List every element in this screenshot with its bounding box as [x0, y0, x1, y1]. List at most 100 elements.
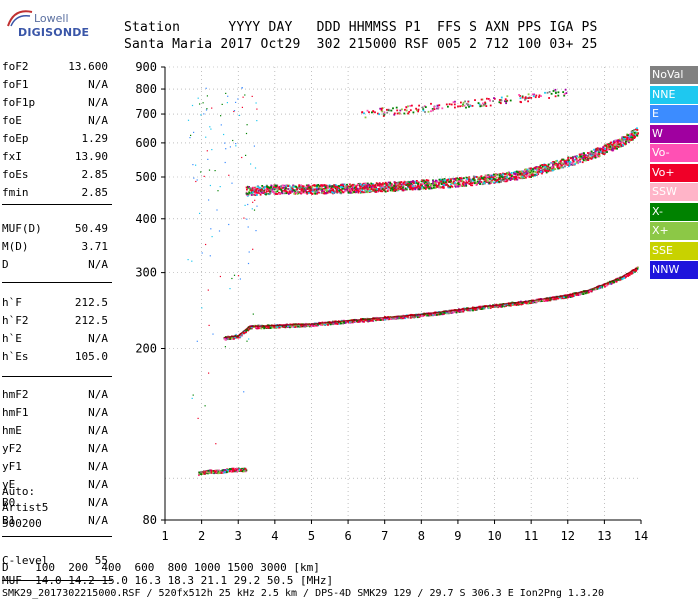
echo-dot [490, 174, 493, 177]
echo-dot [257, 327, 260, 330]
echo-dot [498, 101, 501, 104]
y-tick-label: 800 [135, 82, 157, 96]
echo-dot [442, 187, 445, 189]
echo-dot [601, 285, 604, 287]
spread-echo-dot [252, 248, 254, 250]
spread-echo-dot [206, 150, 208, 152]
echo-dot [598, 155, 601, 157]
echo-dot [503, 177, 506, 180]
echo-dot [519, 302, 522, 305]
echo-dot [590, 158, 593, 160]
echo-dot [321, 191, 324, 194]
spread-echo-dot [206, 95, 208, 97]
echo-dot [421, 315, 424, 317]
echo-dot [340, 186, 343, 188]
echo-dot [524, 98, 526, 101]
echo-dot [461, 180, 464, 182]
auto-label: Auto: [2, 485, 36, 498]
echo-dot [284, 187, 287, 190]
echo-dot [545, 300, 547, 302]
echo-dot [382, 182, 384, 185]
echo-dot [495, 176, 498, 179]
echo-dot [316, 188, 319, 191]
echo-dot [442, 312, 445, 315]
echo-dot [479, 105, 482, 108]
echo-dot [606, 283, 609, 286]
echo-dot [601, 152, 603, 154]
echo-dot [385, 184, 388, 187]
echo-dot [608, 144, 610, 146]
spread-echo-dot [254, 167, 257, 169]
echo-dot [381, 317, 384, 320]
echo-dot [268, 192, 271, 195]
echo-dot [361, 186, 364, 189]
echo-dot [450, 185, 453, 187]
spread-echo-dot [211, 149, 213, 151]
echo-dot [526, 175, 528, 178]
echo-dot [411, 104, 413, 107]
echo-dot [587, 291, 590, 294]
echo-dot [605, 144, 608, 147]
echo-dot [546, 91, 549, 94]
echo-dot [453, 103, 456, 106]
echo-dot [328, 186, 330, 189]
param-value: N/A [88, 424, 108, 437]
echo-dot [563, 296, 565, 299]
echo-dot [557, 91, 560, 94]
echo-dot [458, 177, 461, 180]
echo-dot [583, 156, 586, 158]
echo-dot [570, 163, 573, 166]
echo-dot [626, 139, 629, 142]
echo-dot [538, 168, 541, 171]
echo-dot [281, 187, 284, 189]
echo-dot [519, 176, 522, 179]
echo-dot [396, 316, 399, 319]
echo-dot [342, 184, 345, 187]
echo-dot [565, 92, 568, 94]
echo-dot [354, 320, 357, 323]
echo-dot [404, 108, 406, 111]
echo-dot [391, 184, 394, 187]
echo-dot [526, 172, 529, 175]
echo-dot [361, 190, 363, 193]
echo-dot [347, 190, 350, 193]
echo-dot [430, 110, 432, 113]
echo-dot [267, 190, 270, 192]
echo-dot [509, 304, 512, 307]
param-row: B1 N/A [2, 514, 108, 528]
echo-dot [297, 187, 300, 189]
echo-dot [311, 187, 313, 190]
echo-dot [361, 183, 364, 186]
echo-dot [590, 290, 593, 293]
echo-dot [281, 191, 283, 193]
echo-dot [357, 320, 360, 323]
echo-dot [458, 178, 461, 181]
echo-dot [509, 99, 512, 102]
echo-dot [612, 144, 614, 147]
echo-dot [300, 186, 302, 189]
echo-dot [336, 191, 339, 194]
echo-dot [422, 108, 425, 111]
echo-dot [414, 182, 417, 184]
echo-dot [574, 155, 576, 158]
echo-dot [626, 274, 629, 277]
param-value: N/A [88, 258, 108, 271]
echo-dot [326, 189, 328, 192]
echo-dot [526, 170, 529, 173]
echo-dot [321, 322, 324, 325]
echo-dot [356, 187, 359, 190]
spread-echo-dot [208, 324, 210, 326]
echo-dot [410, 187, 412, 190]
echo-dot [386, 317, 388, 320]
echo-dot [253, 189, 256, 192]
echo-dot [227, 337, 230, 339]
spread-echo-dot [205, 87, 207, 89]
echo-dot [630, 132, 633, 135]
param-name: foF1p [2, 96, 36, 109]
echo-dot [529, 171, 532, 174]
echo-dot [408, 181, 411, 184]
echo-dot [378, 113, 381, 116]
echo-dot [591, 288, 594, 291]
echo-dot [428, 186, 430, 188]
echo-dot [231, 337, 233, 339]
